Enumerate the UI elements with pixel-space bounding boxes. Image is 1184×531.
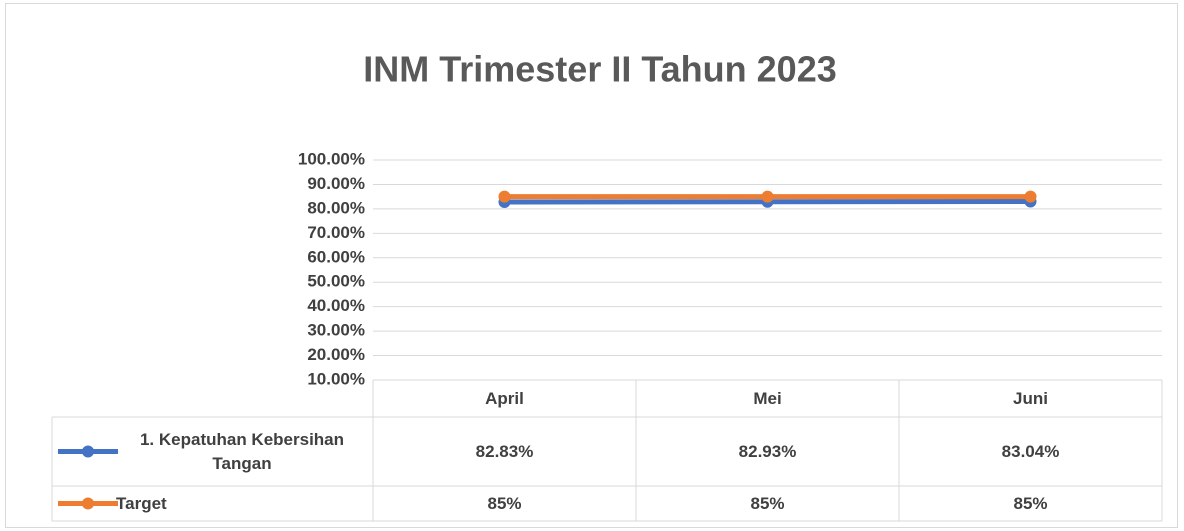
legend-label: Target xyxy=(116,493,167,513)
y-tick-label: 30.00% xyxy=(307,321,365,340)
y-tick-label: 80.00% xyxy=(307,198,365,217)
series-point xyxy=(761,190,774,203)
legend-label: 1. Kepatuhan Kebersihan Tangan xyxy=(139,429,345,473)
table-header: April xyxy=(485,389,524,408)
chart-title: INM Trimester II Tahun 2023 xyxy=(363,49,836,90)
table-value: 82.93% xyxy=(739,442,797,461)
series-point xyxy=(498,190,511,203)
y-tick-label: 50.00% xyxy=(307,272,365,291)
y-tick-label: 60.00% xyxy=(307,247,365,266)
chart-border xyxy=(5,3,1178,528)
series-point xyxy=(1024,190,1037,203)
y-tick-label: 20.00% xyxy=(307,345,365,364)
y-tick-label: 40.00% xyxy=(307,296,365,315)
table-header: Juni xyxy=(1013,389,1048,408)
table-value: 85% xyxy=(487,494,521,513)
y-tick-label: 100.00% xyxy=(298,149,365,168)
y-tick-label: 90.00% xyxy=(307,174,365,193)
legend-marker xyxy=(82,445,94,458)
y-tick-label: 10.00% xyxy=(307,369,365,388)
table-header: Mei xyxy=(753,389,781,408)
y-tick-label: 70.00% xyxy=(307,223,365,242)
table-value: 82.83% xyxy=(476,442,534,461)
table-value: 85% xyxy=(750,494,784,513)
table-value: 83.04% xyxy=(1002,442,1060,461)
table-value: 85% xyxy=(1013,494,1047,513)
legend-marker xyxy=(82,497,94,510)
